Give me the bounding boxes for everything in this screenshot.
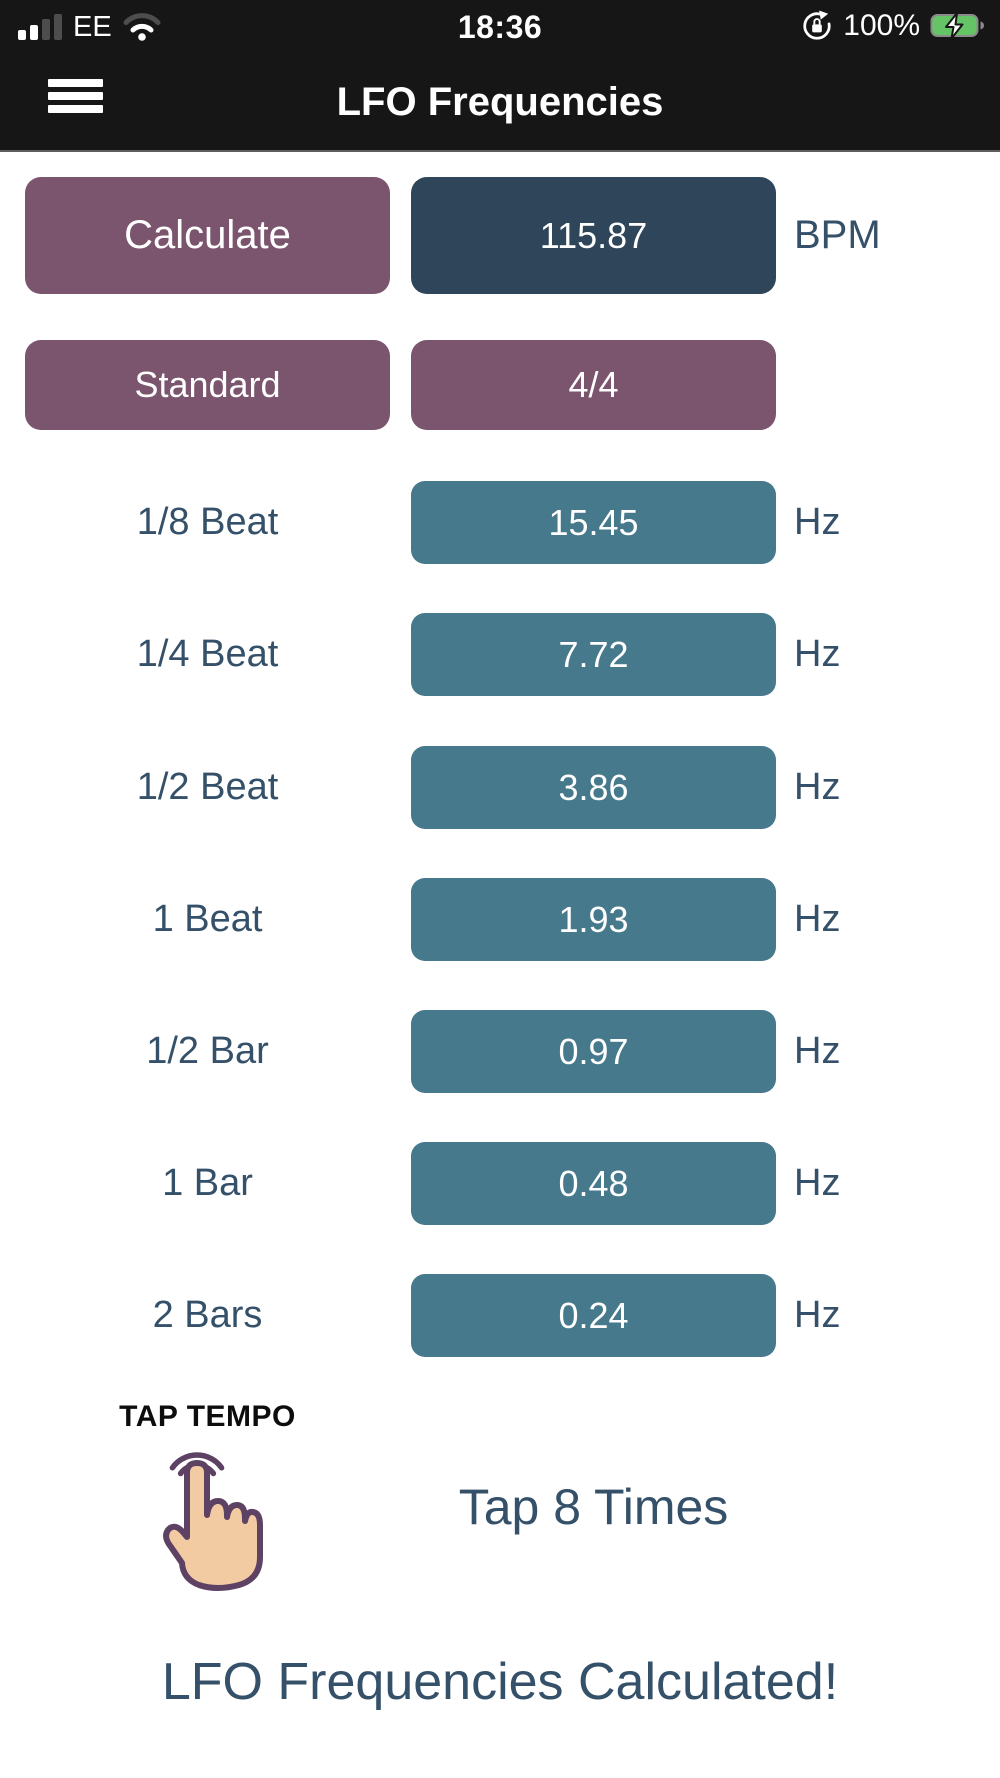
hz-unit-label: Hz — [794, 633, 841, 675]
frequency-row: 1/4 Beat 7.72 Hz — [0, 613, 1000, 696]
time-signature-field[interactable]: 4/4 — [411, 340, 776, 430]
calculate-button[interactable]: Calculate — [25, 177, 390, 294]
hz-unit-label: Hz — [794, 766, 841, 808]
frequency-row: 2 Bars 0.24 Hz — [0, 1274, 1000, 1357]
hz-unit-label: Hz — [794, 898, 841, 940]
wifi-icon — [123, 13, 161, 41]
status-message: LFO Frequencies Calculated! — [161, 1653, 839, 1711]
frequency-row: 1 Bar 0.48 Hz — [0, 1142, 1000, 1225]
hz-unit-label: Hz — [794, 1162, 841, 1204]
tap-hand-icon — [163, 1452, 263, 1591]
orientation-lock-icon — [803, 10, 831, 40]
frequency-value-field[interactable]: 7.72 — [411, 613, 776, 696]
division-label: 1/4 Beat — [136, 633, 279, 675]
frequency-value-field[interactable]: 0.48 — [411, 1142, 776, 1225]
status-left-group: EE — [18, 10, 163, 44]
division-label: 1 Bar — [162, 1162, 253, 1204]
menu-icon[interactable] — [48, 79, 103, 113]
hz-unit-label: Hz — [794, 1294, 841, 1336]
frequency-value-field[interactable]: 0.24 — [411, 1274, 776, 1357]
division-label: 1/8 Beat — [136, 501, 279, 543]
battery-percent-label: 100% — [843, 9, 920, 42]
cellular-signal-icon — [18, 14, 62, 40]
frequency-row: 1/2 Bar 0.97 Hz — [0, 1010, 1000, 1093]
status-time: 18:36 — [457, 9, 543, 45]
frequency-value-field[interactable]: 15.45 — [411, 481, 776, 564]
division-label: 1 Beat — [152, 898, 263, 940]
frequency-row: 1/2 Beat 3.86 Hz — [0, 746, 1000, 829]
frequency-row: 1 Beat 1.93 Hz — [0, 878, 1000, 961]
status-right-group: 100% — [801, 9, 986, 43]
frequency-value-field[interactable]: 0.97 — [411, 1010, 776, 1093]
division-label: 1/2 Bar — [146, 1030, 269, 1072]
header: EE 18:36 100% — [0, 0, 1000, 152]
page-title: LFO Frequencies — [336, 80, 664, 124]
tap-tempo-label: TAP TEMPO — [119, 1400, 296, 1433]
tap-tempo-button[interactable] — [149, 1441, 269, 1595]
division-label: 1/2 Beat — [136, 766, 279, 808]
hz-unit-label: Hz — [794, 1030, 841, 1072]
frequency-row: 1/8 Beat 15.45 Hz — [0, 481, 1000, 564]
bpm-unit-label: BPM — [794, 213, 881, 257]
mode-button[interactable]: Standard — [25, 340, 390, 430]
division-label: 2 Bars — [152, 1294, 263, 1336]
status-bar: EE 18:36 100% — [0, 0, 1000, 54]
hz-unit-label: Hz — [794, 501, 841, 543]
tap-instruction: Tap 8 Times — [458, 1479, 729, 1535]
bpm-value-field[interactable]: 115.87 — [411, 177, 776, 294]
carrier-label: EE — [73, 11, 112, 43]
battery-charging-icon — [930, 12, 984, 40]
nav-bar: LFO Frequencies — [0, 54, 1000, 150]
frequency-value-field[interactable]: 3.86 — [411, 746, 776, 829]
frequency-value-field[interactable]: 1.93 — [411, 878, 776, 961]
